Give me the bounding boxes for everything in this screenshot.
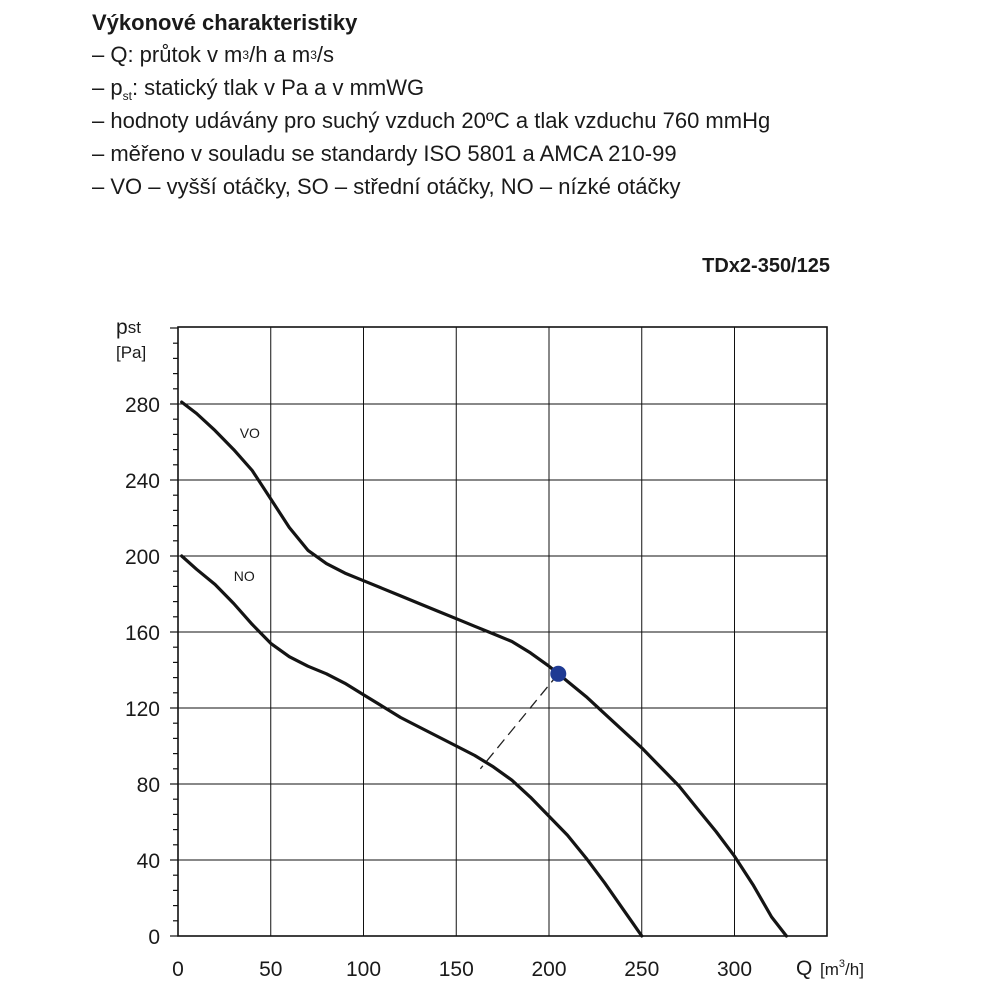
note-flow-text-c: /s (316, 42, 335, 67)
note-flow-text-b: /h a m (249, 42, 311, 67)
note-speeds: – VO – vyšší otáčky, SO – střední otáčky… (92, 174, 681, 199)
header: Výkonové charakteristiky – Q: průtok v m… (92, 8, 770, 203)
note-flow-text-a: – Q: průtok v m (92, 42, 243, 67)
note-pressure-sub: st (122, 89, 132, 103)
y-axis-unit: [Pa] (116, 343, 146, 362)
y-tick-label: 0 (148, 926, 160, 949)
operating-point (550, 665, 567, 682)
y-minor-ticks (170, 327, 178, 937)
x-tick-label: 200 (531, 958, 566, 981)
y-axis-title-sub: st (128, 318, 142, 337)
series-label-no: NO (234, 568, 255, 584)
curves (180, 400, 788, 938)
y-tick-label: 80 (137, 774, 160, 797)
chart-grid (177, 326, 828, 937)
note-conditions: – hodnoty udávány pro suchý vzduch 20ºC … (92, 108, 771, 133)
y-axis-title: pst (116, 316, 141, 339)
x-axis-title: Q (796, 957, 812, 980)
y-tick-labels: 0 40 80 120 160 200 240 280 (125, 394, 160, 949)
x-tick-label: 100 (346, 958, 381, 981)
series-curve-no (180, 554, 644, 938)
operating-dashed-link (479, 673, 559, 770)
x-tick-labels: 0 50 100 150 200 250 300 (172, 958, 752, 981)
y-tick-label: 240 (125, 470, 160, 493)
note-pressure-text-b: : statický tlak v Pa a v mmWG (131, 75, 425, 100)
y-tick-label: 120 (125, 698, 160, 721)
y-tick-label: 200 (125, 546, 160, 569)
series-labels: VO NO (234, 425, 260, 584)
x-tick-label: 0 (172, 958, 184, 981)
note-pressure-text-a: – p (92, 75, 123, 100)
note-flow-sup-b: 3 (310, 48, 317, 62)
x-tick-label: 150 (439, 958, 474, 981)
page-title: Výkonové charakteristiky (92, 10, 358, 35)
x-axis-unit-a: [m (820, 960, 839, 979)
x-axis-title-main: Q (796, 957, 812, 980)
series-curve-vo (180, 400, 788, 938)
y-tick-label: 280 (125, 394, 160, 417)
x-axis-unit-sup: 3 (839, 958, 845, 970)
x-tick-label: 300 (717, 958, 752, 981)
x-tick-label: 50 (259, 958, 282, 981)
y-tick-label: 160 (125, 622, 160, 645)
y-axis-title-main: p (116, 316, 128, 339)
series-label-vo: VO (240, 425, 260, 441)
note-pressure: – pst: statický tlak v Pa a v mmWG (92, 71, 770, 104)
y-tick-label: 40 (137, 850, 160, 873)
note-flow-sup-a: 3 (242, 48, 250, 62)
x-tick-label: 250 (624, 958, 659, 981)
model-label: TDx2-350/125 (702, 255, 830, 277)
x-axis-unit: [m3/h] (820, 958, 864, 979)
note-flow: – Q: průtok v m3/h a m3/s (92, 38, 770, 71)
x-axis-unit-b: /h] (845, 960, 864, 979)
notes-list: – Q: průtok v m3/h a m3/s – pst: statick… (92, 38, 770, 203)
note-standards: – měřeno v souladu se standardy ISO 5801… (92, 141, 677, 166)
